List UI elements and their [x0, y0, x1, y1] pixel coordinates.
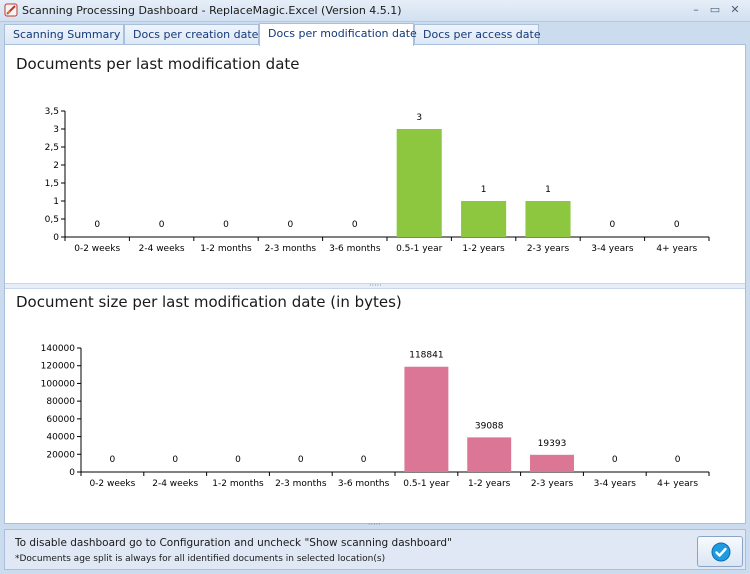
bar-value-label: 0	[110, 455, 116, 465]
x-tick-label: 2-4 weeks	[139, 244, 185, 254]
maximize-icon[interactable]: ▭	[709, 3, 721, 16]
bottom-chart-title: Document size per last modification date…	[16, 293, 402, 311]
x-tick-label: 0.5-1 year	[403, 479, 450, 489]
y-tick-label: 3,5	[45, 107, 59, 117]
minimize-icon[interactable]: –	[693, 3, 699, 16]
x-tick-label: 1-2 months	[212, 479, 264, 489]
footer-splitter[interactable]: ·····	[4, 520, 746, 529]
window-title: Scanning Processing Dashboard - ReplaceM…	[22, 4, 402, 17]
x-tick-label: 2-3 months	[265, 244, 317, 254]
bar-value-label: 118841	[409, 351, 443, 361]
bar[interactable]	[404, 366, 449, 472]
docs-size-chart: 0 20000 40000 60000 80000 100000 120000 140000 0…	[41, 344, 710, 489]
bar-value-label: 1	[545, 185, 551, 195]
y-tick-label: 0	[69, 468, 75, 478]
tab-docs-per-access-date[interactable]: Docs per access date	[414, 24, 541, 45]
bar[interactable]	[467, 437, 512, 472]
bar-value-label: 0	[361, 455, 367, 465]
x-tick-label: 2-3 years	[527, 244, 570, 254]
x-tick-label: 3-4 years	[591, 244, 634, 254]
bar-value-label: 0	[288, 220, 294, 230]
x-tick-label: 4+ years	[656, 244, 697, 254]
title-bar: Scanning Processing Dashboard - ReplaceM…	[0, 0, 750, 22]
bar-value-label: 1	[481, 185, 487, 195]
y-tick-label: 120000	[41, 362, 76, 372]
y-tick-label: 3	[53, 125, 59, 135]
splitter-grip-icon: ·····	[369, 281, 382, 290]
ok-button[interactable]	[697, 536, 743, 567]
bar[interactable]	[530, 454, 574, 472]
footer-grip-icon: ·····	[368, 520, 381, 529]
bar-value-label: 0	[235, 455, 241, 465]
bar-value-label: 0	[612, 455, 618, 465]
bar-value-label: 0	[223, 220, 229, 230]
x-tick-label: 1-2 months	[200, 244, 252, 254]
bar-value-label: 0	[610, 220, 616, 230]
close-icon[interactable]: ✕	[730, 3, 740, 16]
y-tick-label: 1,5	[45, 179, 59, 189]
bar-value-label: 0	[159, 220, 165, 230]
y-tick-label: 80000	[46, 397, 75, 407]
bar[interactable]	[525, 201, 571, 237]
bar-value-label: 0	[352, 220, 358, 230]
tab-content: Documents per last modification date 0 0,…	[4, 44, 746, 524]
x-tick-label: 0-2 weeks	[89, 479, 135, 489]
x-tick-label: 3-6 months	[329, 244, 381, 254]
x-tick-label: 1-2 years	[462, 244, 505, 254]
x-tick-label: 1-2 years	[468, 479, 511, 489]
x-tick-label: 0.5-1 year	[396, 244, 443, 254]
x-tick-label: 2-3 months	[275, 479, 327, 489]
top-chart-title: Documents per last modification date	[16, 55, 300, 73]
x-tick-label: 2-4 weeks	[152, 479, 198, 489]
panel-splitter[interactable]: ·····	[5, 281, 745, 290]
tab-docs-per-modification-date[interactable]: Docs per modification date	[259, 23, 417, 46]
bar-value-label: 0	[298, 455, 304, 465]
y-tick-label: 0,5	[45, 215, 59, 225]
y-tick-label: 140000	[41, 344, 76, 354]
bar[interactable]	[396, 129, 442, 237]
x-tick-label: 2-3 years	[531, 479, 574, 489]
y-tick-label: 40000	[46, 433, 75, 443]
x-tick-label: 3-4 years	[594, 479, 637, 489]
x-tick-label: 0-2 weeks	[74, 244, 120, 254]
y-tick-label: 1	[53, 197, 59, 207]
x-tick-label: 3-6 months	[338, 479, 390, 489]
bar-value-label: 39088	[475, 421, 504, 431]
bar-value-label: 19393	[538, 439, 567, 449]
y-tick-label: 2	[53, 161, 59, 171]
bar-value-label: 0	[172, 455, 178, 465]
x-tick-label: 4+ years	[657, 479, 698, 489]
footer-bar: To disable dashboard go to Configuration…	[4, 529, 746, 570]
tab-strip: Scanning Summary Docs per creation date …	[4, 23, 746, 46]
bar-value-label: 0	[94, 220, 100, 230]
bar-value-label: 0	[675, 455, 681, 465]
y-tick-label: 0	[53, 233, 59, 243]
tab-docs-per-creation-date[interactable]: Docs per creation date	[124, 24, 259, 45]
dashboard-note: *Documents age split is always for all i…	[15, 554, 386, 564]
docs-count-chart: 0 0,5 1 1,5 2 2,5 3 3,5 0-2 weeks 0 2-4 weeks 0 1-2 …	[45, 107, 710, 254]
y-tick-label: 20000	[46, 450, 75, 460]
dashboard-hint: To disable dashboard go to Configuration…	[15, 537, 452, 549]
bar-value-label: 3	[416, 113, 422, 123]
y-tick-label: 2,5	[45, 143, 59, 153]
bar[interactable]	[461, 201, 507, 237]
check-icon	[711, 542, 731, 562]
y-tick-label: 100000	[41, 379, 76, 389]
tab-scanning-summary[interactable]: Scanning Summary	[4, 24, 124, 45]
bar-value-label: 0	[674, 220, 680, 230]
y-tick-label: 60000	[46, 415, 75, 425]
app-icon	[4, 3, 18, 17]
